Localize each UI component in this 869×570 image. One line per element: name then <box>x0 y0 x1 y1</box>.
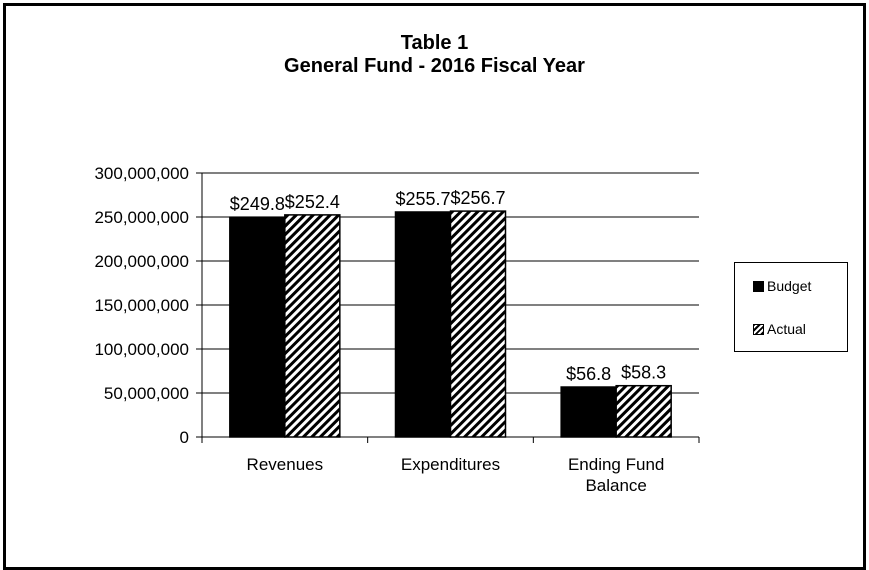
data-label: $255.7 <box>395 189 450 209</box>
y-tick-label: 150,000,000 <box>94 296 189 315</box>
data-label: $58.3 <box>621 363 666 383</box>
bar-actual <box>449 210 507 438</box>
y-tick-label: 50,000,000 <box>104 384 189 403</box>
legend-item-actual: Actual <box>753 321 806 337</box>
data-label: $252.4 <box>285 192 340 212</box>
x-category-label: Ending Fund <box>568 455 664 474</box>
bar-budget <box>394 211 452 438</box>
chart-title: Table 1 General Fund - 2016 Fiscal Year <box>0 32 869 78</box>
chart-title-line1: Table 1 <box>400 32 469 54</box>
data-label: $56.8 <box>566 364 611 384</box>
legend-swatch-actual <box>753 323 764 335</box>
legend-swatch-budget <box>753 280 764 292</box>
x-category-label: Expenditures <box>401 455 500 474</box>
chart-legend: Budget Actual <box>734 262 848 352</box>
y-tick-label: 250,000,000 <box>94 208 189 227</box>
bar-actual <box>284 214 341 438</box>
legend-label-actual: Actual <box>767 321 806 337</box>
bar-actual <box>615 384 672 438</box>
bar-budget <box>229 216 286 438</box>
y-tick-label: 300,000,000 <box>94 164 189 183</box>
y-tick-label: 200,000,000 <box>94 252 189 271</box>
legend-item-budget: Budget <box>753 278 811 294</box>
data-label: $256.7 <box>450 188 505 208</box>
chart-title-line2: General Fund - 2016 Fiscal Year <box>284 55 585 77</box>
legend-label-budget: Budget <box>767 278 812 294</box>
data-label: $249.8 <box>230 194 285 214</box>
y-tick-label: 100,000,000 <box>94 340 189 359</box>
x-category-label: Revenues <box>247 455 324 474</box>
x-category-label: Balance <box>585 476 646 495</box>
y-tick-label: 0 <box>180 428 189 447</box>
bar-budget <box>560 386 617 438</box>
